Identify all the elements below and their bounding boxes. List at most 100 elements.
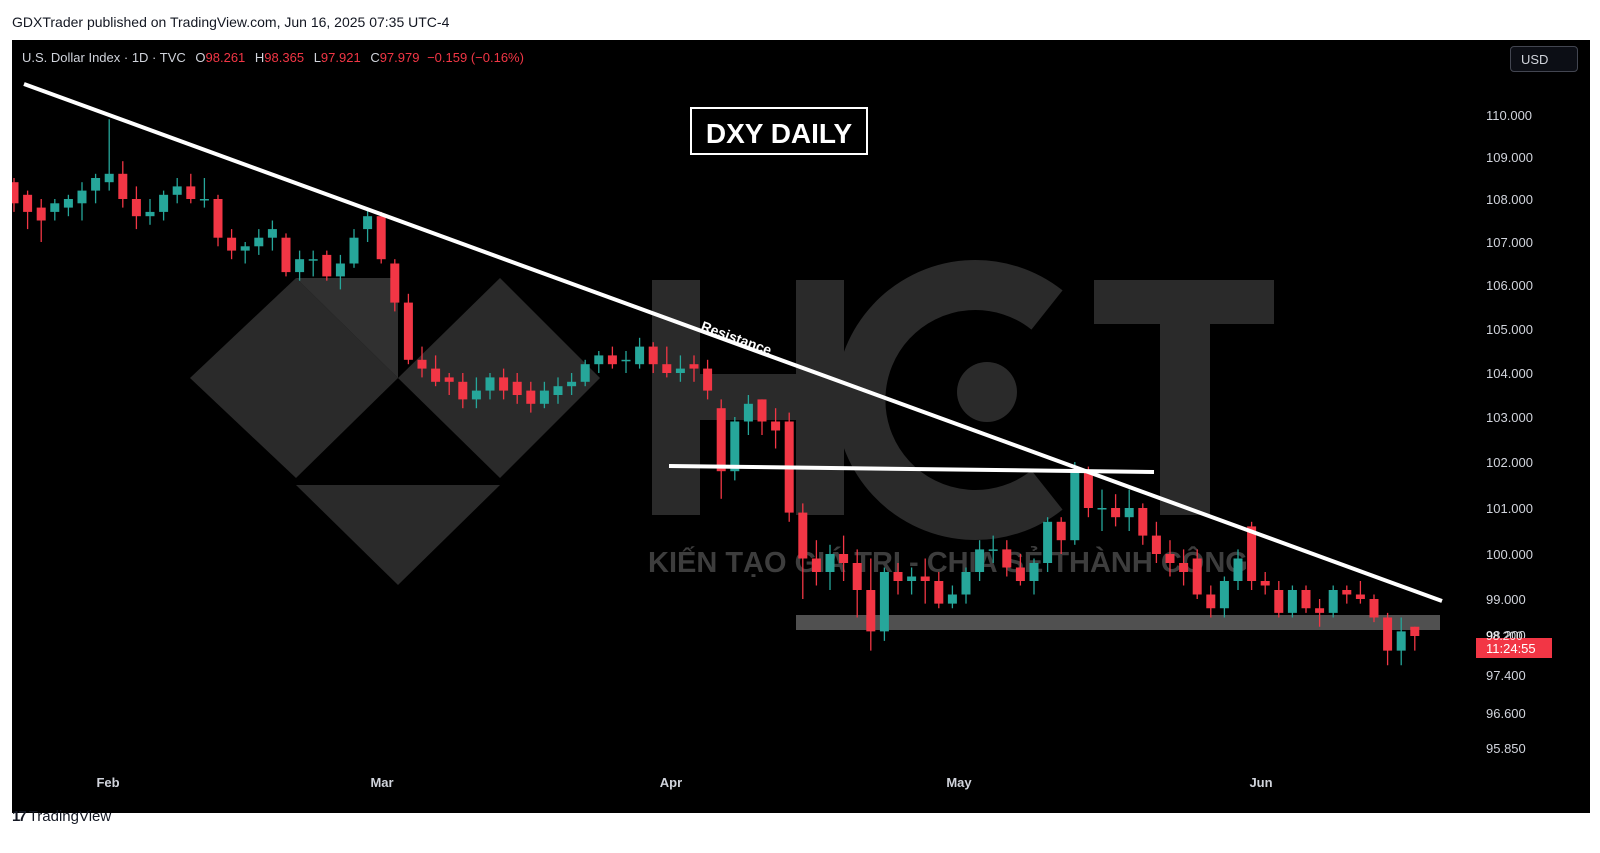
last-price-tag (1476, 638, 1552, 658)
candle-body (1070, 471, 1080, 541)
tradingview-glyph-icon: 17 (12, 808, 27, 825)
candle-body (825, 554, 835, 572)
candle-body (866, 590, 876, 632)
candle-body (1274, 590, 1284, 613)
chart-title: DXY DAILY (706, 118, 853, 149)
candle-body (1355, 594, 1365, 599)
candle-body (1206, 594, 1216, 609)
high-value: 98.365 (264, 50, 305, 65)
candle-body (1002, 549, 1012, 568)
candlestick-chart[interactable]: KIẾN TẠO GIÁ TRỊ - CHIA SẺ THÀNH CÔNG Re… (12, 40, 1590, 813)
candle-body (308, 259, 318, 261)
watermark-h-right (796, 280, 844, 515)
price-tick-label: 103.000 (1486, 410, 1533, 425)
candle-body (512, 381, 522, 395)
resistance-trendline[interactable] (23, 82, 1443, 603)
candle-body (376, 216, 386, 260)
candle-body (526, 390, 536, 404)
horizontal-level-line[interactable] (668, 464, 1155, 474)
candle-body (91, 178, 101, 191)
candle-body (1287, 590, 1297, 613)
watermark-logo (190, 260, 1274, 585)
candle-body (458, 381, 468, 400)
resistance-label: Resistance (699, 318, 774, 358)
candle-body (1328, 590, 1338, 613)
time-tick-label: Mar (370, 775, 393, 790)
candle-body (947, 594, 957, 604)
candle-body (1383, 617, 1393, 651)
candle-body (281, 237, 291, 273)
time-tick-label: Feb (96, 775, 119, 790)
candle-body (1219, 581, 1229, 609)
candle-body (743, 403, 753, 422)
chart-frame[interactable]: KIẾN TẠO GIÁ TRỊ - CHIA SẺ THÀNH CÔNG Re… (12, 40, 1590, 813)
candle-body (1396, 631, 1406, 651)
candle-body (798, 512, 808, 559)
candle-body (703, 368, 713, 391)
candle-body (594, 355, 604, 365)
candle-body (1410, 626, 1420, 636)
candle-body (1369, 599, 1379, 618)
watermark-tagline: KIẾN TẠO GIÁ TRỊ - CHIA SẺ THÀNH CÔNG (648, 545, 1248, 579)
candle-body (349, 237, 359, 264)
candle-body (227, 237, 237, 251)
currency-button[interactable]: USD (1510, 46, 1578, 72)
candle-body (1301, 590, 1311, 609)
candle-body (811, 558, 821, 572)
candle-body (893, 572, 903, 581)
candle-body (907, 576, 917, 581)
tradingview-logo[interactable]: 17 TradingView (12, 808, 111, 825)
candle-body (322, 254, 332, 277)
candle-body (1151, 535, 1161, 554)
candle-body (689, 364, 699, 369)
watermark-t-bar (1094, 280, 1274, 324)
price-tick-label: 104.000 (1486, 366, 1533, 381)
change-value: −0.159 (−0.16%) (427, 50, 524, 65)
candle-body (77, 190, 87, 204)
candle-body (1233, 558, 1243, 581)
candle-body (444, 377, 454, 382)
candle-body (63, 199, 73, 208)
price-axis[interactable]: 110.000 109.000 108.000 107.000 106.000 105.0… (1486, 108, 1533, 756)
time-axis[interactable]: Feb Mar Apr May Jun (96, 775, 1272, 790)
watermark-h-left (652, 280, 700, 515)
candle-body (159, 194, 169, 212)
close-value: 97.979 (379, 50, 420, 65)
publisher-line: GDXTrader published on TradingView.com, … (12, 14, 450, 30)
candle-body (975, 549, 985, 572)
candle-body (1083, 471, 1093, 508)
candle-body (1111, 508, 1121, 518)
candle-body (1260, 581, 1270, 586)
price-tick-label: 109.000 (1486, 150, 1533, 165)
symbol-legend[interactable]: U.S. Dollar Index · 1D · TVC O98.261 H98… (22, 50, 524, 65)
time-tick-label: Apr (660, 775, 682, 790)
candle-body (36, 207, 46, 221)
candle-body (335, 263, 345, 277)
low-label: L (313, 50, 321, 65)
tradingview-brand: TradingView (28, 808, 112, 825)
candle-body (621, 359, 631, 362)
candle-body (267, 229, 277, 238)
candle-body (1029, 563, 1039, 581)
candle-body (580, 364, 590, 382)
candle-body (186, 186, 196, 199)
candle-body (131, 199, 141, 217)
candle-body (1015, 567, 1025, 581)
candle-body (390, 263, 400, 303)
candle-body (1043, 521, 1053, 563)
price-tick-label: 101.000 (1486, 501, 1533, 516)
price-tick-label: 108.000 (1486, 192, 1533, 207)
candle-body (988, 549, 998, 551)
candle-body (1056, 521, 1066, 541)
candle-body (499, 377, 509, 391)
candle-body (1315, 608, 1325, 613)
price-tick-label: 107.000 (1486, 235, 1533, 250)
price-tick-label: 106.000 (1486, 278, 1533, 293)
candle-body (417, 359, 427, 369)
candle-body (471, 390, 481, 400)
time-tick-label: Jun (1249, 775, 1272, 790)
candle-body (1247, 526, 1257, 581)
last-price-value: 98.200 (1486, 629, 1523, 643)
candle-body (635, 346, 645, 365)
candle-body (12, 182, 19, 204)
